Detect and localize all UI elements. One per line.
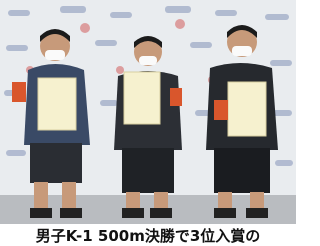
photo (0, 0, 296, 224)
page: {"caption": "男子K-1 500m決勝で3位入賞の"} (0, 0, 296, 246)
caption: 男子K-1 500m決勝で3位入賞の (0, 226, 296, 246)
